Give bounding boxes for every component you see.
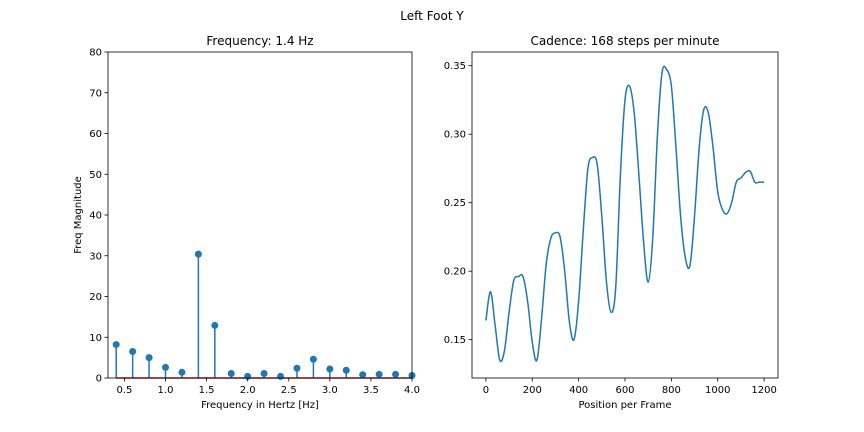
stem-marker — [145, 354, 153, 362]
line-chart: Cadence: 168 steps per minute 0 200 400 600 8… — [444, 34, 779, 411]
chart-title: Cadence: 168 steps per minute — [531, 34, 720, 48]
stem-marker — [211, 321, 219, 329]
x-tick-label: 2.5 — [281, 385, 297, 396]
y-tick-label: 0.25 — [444, 198, 466, 209]
stem-marker — [277, 372, 285, 380]
x-axis-label: Frequency in Hertz [Hz] — [201, 400, 319, 411]
x-tick-label: 200 — [523, 385, 542, 396]
axes-frame — [107, 51, 413, 379]
series-line — [485, 65, 765, 363]
stem-marker — [112, 341, 120, 349]
y-axis-label: Freq Magnitude — [73, 176, 84, 254]
y-tick-label: 20 — [89, 292, 102, 303]
x-tick-label: 1.5 — [199, 385, 215, 396]
y-tick-label: 0.20 — [444, 267, 466, 278]
y-tick-label: 0.35 — [444, 61, 466, 72]
x-tick-label: 3.0 — [322, 385, 338, 396]
stem-marker — [326, 365, 334, 373]
y-tick-label: 50 — [89, 170, 102, 181]
x-tick-label: 400 — [569, 385, 588, 396]
y-tick-label: 40 — [89, 211, 102, 222]
x-tick-label: 3.5 — [363, 385, 379, 396]
x-tick-label: 0.5 — [116, 385, 132, 396]
x-axis-label: Position per Frame — [578, 400, 671, 411]
stem-marker — [162, 363, 170, 371]
stem-chart: Frequency: 1.4 Hz 0.5 1.0 1.5 2.0 2.5 3.0 3.5 4.… — [73, 34, 420, 411]
x-tick-label: 600 — [615, 385, 634, 396]
stem-marker — [392, 370, 400, 378]
y-tick-label: 0 — [96, 374, 102, 385]
x-tick-label: 4.0 — [404, 385, 420, 396]
y-tick-label: 0.30 — [444, 130, 466, 141]
stem-marker — [129, 348, 137, 356]
stem-marker — [359, 371, 367, 379]
stem-marker — [342, 366, 350, 374]
y-tick-label: 80 — [89, 48, 102, 59]
x-tick-label: 800 — [662, 385, 681, 396]
x-tick-label: 1.0 — [158, 385, 174, 396]
y-tick-label: 60 — [89, 129, 102, 140]
x-tick-label: 2.0 — [240, 385, 256, 396]
y-tick-label: 30 — [89, 251, 102, 262]
x-tick-label: 1000 — [705, 385, 730, 396]
x-tick-label: 0 — [483, 385, 489, 396]
y-tick-label: 0.15 — [444, 335, 466, 346]
y-tick-label: 10 — [89, 333, 102, 344]
stem-marker — [194, 250, 202, 258]
stem-marker — [375, 370, 383, 378]
x-tick-label: 1200 — [751, 385, 776, 396]
stem-marker — [309, 355, 317, 363]
stem-marker — [293, 364, 301, 372]
stem-marker — [260, 370, 268, 378]
stem-marker — [178, 368, 186, 376]
stem-marker — [227, 370, 235, 378]
chart-title: Frequency: 1.4 Hz — [206, 34, 313, 48]
figure-suptitle: Left Foot Y — [400, 9, 464, 23]
y-tick-label: 70 — [89, 88, 102, 99]
